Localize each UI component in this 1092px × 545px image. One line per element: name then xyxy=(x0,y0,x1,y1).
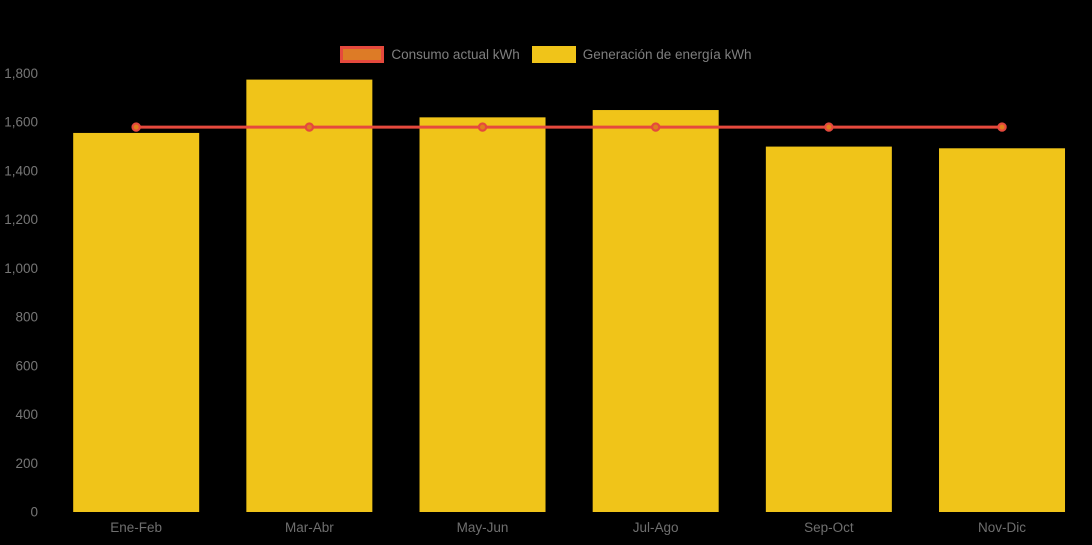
bar-nov-dic[interactable] xyxy=(939,148,1066,512)
bar-may-jun[interactable] xyxy=(419,117,546,512)
y-axis-tick-label: 800 xyxy=(15,310,38,325)
y-axis-tick-label: 1,600 xyxy=(4,115,38,130)
y-axis-tick-label: 1,200 xyxy=(4,212,38,227)
line-point-jul-ago[interactable] xyxy=(650,122,661,132)
x-axis-label-mar-abr: Mar-Abr xyxy=(285,520,334,535)
legend-label-consumo: Consumo actual kWh xyxy=(391,47,520,62)
line-point-mar-abr[interactable] xyxy=(304,122,315,132)
bar-jul-ago[interactable] xyxy=(592,110,719,513)
x-axis-label-sep-oct: Sep-Oct xyxy=(804,520,854,535)
y-axis-tick-label: 1,400 xyxy=(4,163,38,178)
legend-swatch-generacion xyxy=(531,46,576,63)
line-point-ene-feb[interactable] xyxy=(131,122,141,132)
legend-label-generacion: Generación de energía kWh xyxy=(582,47,752,62)
x-axis-label-may-jun: May-Jun xyxy=(457,520,509,535)
legend-item-consumo[interactable]: Consumo actual kWh xyxy=(340,46,520,63)
legend-item-generacion[interactable]: Generación de energía kWh xyxy=(531,46,752,63)
y-axis-tick-label: 400 xyxy=(15,407,38,422)
y-axis-tick-label: 1,000 xyxy=(4,261,38,276)
y-axis-tick-label: 1,800 xyxy=(4,66,38,81)
bar-ene-feb[interactable] xyxy=(73,132,200,513)
y-axis-tick-label: 0 xyxy=(30,505,38,520)
line-point-sep-oct[interactable] xyxy=(824,122,834,132)
x-axis-label-jul-ago: Jul-Ago xyxy=(633,520,679,535)
x-axis-label-ene-feb: Ene-Feb xyxy=(110,520,162,535)
chart-legend: Consumo actual kWh Generación de energía… xyxy=(0,46,1092,63)
y-axis-tick-label: 200 xyxy=(15,456,38,471)
x-axis-label-nov-dic: Nov-Dic xyxy=(978,520,1026,535)
bar-sep-oct[interactable] xyxy=(765,146,892,513)
line-point-may-jun[interactable] xyxy=(477,122,488,132)
legend-swatch-consumo xyxy=(340,46,385,63)
y-axis-tick-label: 600 xyxy=(15,358,38,373)
line-point-nov-dic[interactable] xyxy=(997,122,1007,132)
bar-mar-abr[interactable] xyxy=(246,79,373,513)
